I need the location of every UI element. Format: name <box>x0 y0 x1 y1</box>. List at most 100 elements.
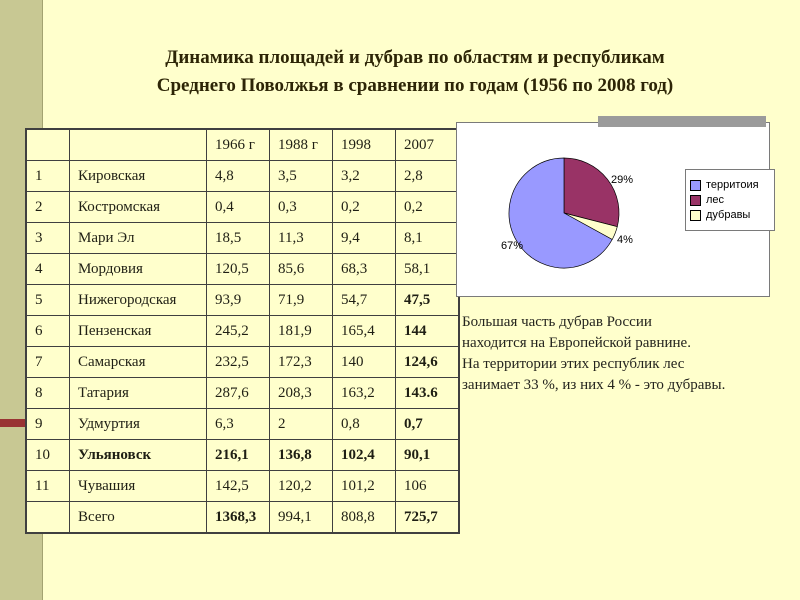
value-cell: 994,1 <box>269 501 333 534</box>
region-name-cell: Пензенская <box>69 315 207 347</box>
region-name-cell: Татария <box>69 377 207 409</box>
row-number-cell: 7 <box>25 346 70 378</box>
legend-label-les: лес <box>706 194 725 206</box>
value-cell: 287,6 <box>206 377 270 409</box>
value-cell: 140 <box>332 346 396 378</box>
value-cell: 232,5 <box>206 346 270 378</box>
value-cell: 163,2 <box>332 377 396 409</box>
table-row: 4 Мордовия 120,5 85,6 68,3 58,1 <box>25 253 460 285</box>
table-row: 2 Костромская 0,4 0,3 0,2 0,2 <box>25 191 460 223</box>
pie-chart-frame: 29% 4% 67% территоия лес дубравы <box>456 122 775 297</box>
value-cell: 124,6 <box>395 346 460 378</box>
value-cell: 58,1 <box>395 253 460 285</box>
slide-title: Динамика площадей и дубрав по областям и… <box>70 44 760 100</box>
value-cell: 4,8 <box>206 160 270 192</box>
table-row: 10 Ульяновск 216,1 136,8 102,4 90,1 <box>25 439 460 471</box>
value-cell: 90,1 <box>395 439 460 471</box>
row-number-cell: 11 <box>25 470 70 502</box>
maroon-accent-bar <box>0 419 47 427</box>
value-cell: 0,7 <box>395 408 460 440</box>
pie-slice-лес <box>563 157 620 228</box>
legend-label-dubravy: дубравы <box>706 209 751 221</box>
table-row: 6 Пензенская 245,2 181,9 165,4 144 <box>25 315 460 347</box>
table-body: 1 Кировская 4,8 3,5 3,2 2,8 2 Костромская 0,4 0,3… <box>25 160 460 534</box>
value-cell: 2 <box>269 408 333 440</box>
table-head-row: 1966 г 1988 г 1998 2007 <box>25 128 460 161</box>
region-name-cell: Удмуртия <box>69 408 207 440</box>
row-number-cell: 2 <box>25 191 70 223</box>
value-cell: 106 <box>395 470 460 502</box>
value-cell: 172,3 <box>269 346 333 378</box>
row-number-cell: 4 <box>25 253 70 285</box>
region-name-cell: Самарская <box>69 346 207 378</box>
legend-label-territory: территоия <box>706 179 759 191</box>
value-cell: 68,3 <box>332 253 396 285</box>
value-cell: 102,4 <box>332 439 396 471</box>
title-line-1: Динамика площадей и дубрав по областям и… <box>165 47 665 68</box>
pie-label-dubravy: 4% <box>617 234 633 246</box>
value-cell: 1368,3 <box>206 501 270 534</box>
value-cell: 120,2 <box>269 470 333 502</box>
col-header: 1998 <box>332 128 396 161</box>
value-cell: 216,1 <box>206 439 270 471</box>
value-cell: 143.6 <box>395 377 460 409</box>
value-cell: 144 <box>395 315 460 347</box>
col-header: 1966 г <box>206 128 270 161</box>
value-cell: 9,4 <box>332 222 396 254</box>
value-cell: 18,5 <box>206 222 270 254</box>
col-header <box>25 128 70 161</box>
row-number-cell: 3 <box>25 222 70 254</box>
value-cell: 120,5 <box>206 253 270 285</box>
region-name-cell: Нижегородская <box>69 284 207 316</box>
value-cell: 47,5 <box>395 284 460 316</box>
value-cell: 2,8 <box>395 160 460 192</box>
value-cell: 8,1 <box>395 222 460 254</box>
region-name-cell: Ульяновск <box>69 439 207 471</box>
value-cell: 71,9 <box>269 284 333 316</box>
gray-decor-bar <box>598 116 766 127</box>
legend-item-les: лес <box>690 194 770 206</box>
value-cell: 3,2 <box>332 160 396 192</box>
note-text: Большая часть дубрав России находится на… <box>462 312 772 396</box>
region-name-cell: Мордовия <box>69 253 207 285</box>
pie-slices <box>508 157 620 269</box>
row-number-cell: 10 <box>25 439 70 471</box>
table-row: 8 Татария 287,6 208,3 163,2 143.6 <box>25 377 460 409</box>
pie-chart-svg: 29% 4% 67% <box>501 157 633 269</box>
row-number-cell: 9 <box>25 408 70 440</box>
regions-table: 1966 г 1988 г 1998 2007 1 Кировская 4,8 3,5 3,2… <box>25 128 460 534</box>
value-cell: 101,2 <box>332 470 396 502</box>
region-name-cell: Костромская <box>69 191 207 223</box>
note-line-1: Большая часть дубрав России <box>462 314 652 330</box>
col-header: 1988 г <box>269 128 333 161</box>
value-cell: 0,2 <box>395 191 460 223</box>
value-cell: 245,2 <box>206 315 270 347</box>
row-number-cell: 1 <box>25 160 70 192</box>
legend-swatch-dubravy <box>690 209 701 221</box>
value-cell: 142,5 <box>206 470 270 502</box>
col-header: 2007 <box>395 128 460 161</box>
legend-swatch-les <box>690 194 701 206</box>
region-name-cell: Кировская <box>69 160 207 192</box>
row-number-cell: 8 <box>25 377 70 409</box>
region-name-cell: Чувашия <box>69 470 207 502</box>
table-row: 9 Удмуртия 6,3 2 0,8 0,7 <box>25 408 460 440</box>
row-number-cell: 5 <box>25 284 70 316</box>
value-cell: 3,5 <box>269 160 333 192</box>
note-line-4: занимает 33 %, из них 4 % - это дубравы. <box>462 377 726 393</box>
value-cell: 165,4 <box>332 315 396 347</box>
value-cell: 11,3 <box>269 222 333 254</box>
row-number-cell <box>25 501 70 534</box>
value-cell: 808,8 <box>332 501 396 534</box>
table-row: Всего 1368,3 994,1 808,8 725,7 <box>25 501 460 534</box>
value-cell: 0,2 <box>332 191 396 223</box>
legend-item-territory: территоия <box>690 179 770 191</box>
value-cell: 136,8 <box>269 439 333 471</box>
table-row: 11 Чувашия 142,5 120,2 101,2 106 <box>25 470 460 502</box>
value-cell: 208,3 <box>269 377 333 409</box>
value-cell: 93,9 <box>206 284 270 316</box>
region-name-cell: Мари Эл <box>69 222 207 254</box>
pie-label-les: 29% <box>611 174 633 186</box>
title-line-2: Среднего Поволжья в сравнении по годам (… <box>156 75 674 96</box>
